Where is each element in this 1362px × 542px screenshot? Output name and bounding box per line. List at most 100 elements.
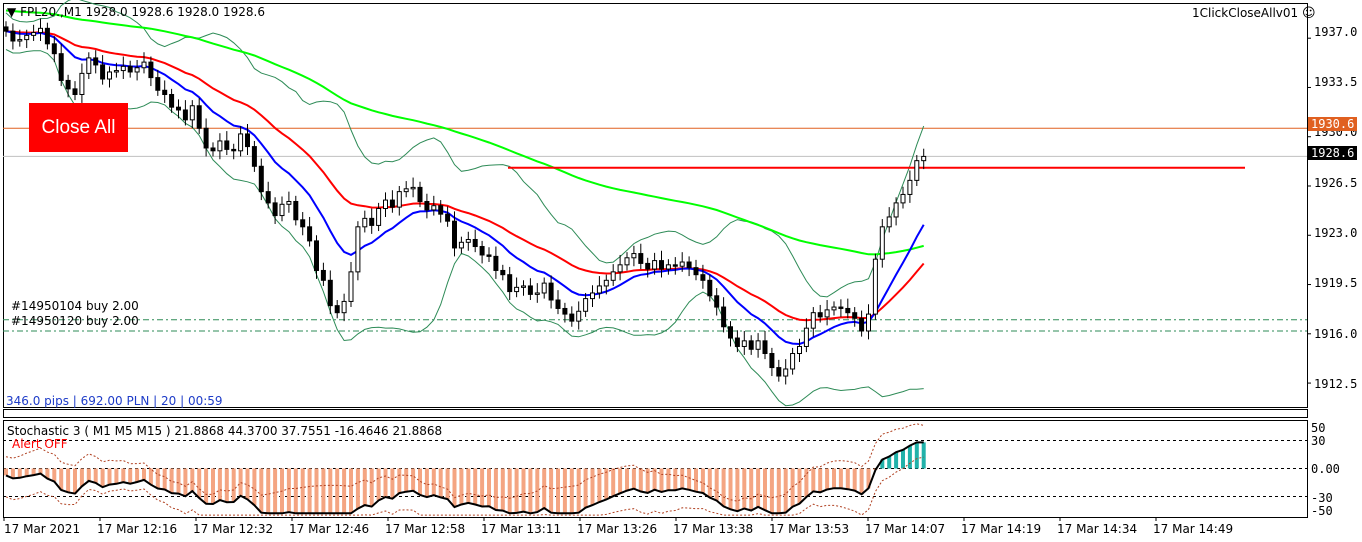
histogram-bar <box>431 468 436 496</box>
candle-body <box>203 127 209 149</box>
candle-body <box>693 267 699 276</box>
candle-body <box>831 306 837 311</box>
histogram-bar <box>714 468 719 501</box>
candle-body <box>645 262 651 270</box>
candle-body <box>231 148 237 152</box>
candle-body <box>279 203 285 217</box>
histogram-bar <box>625 468 629 491</box>
histogram-bar <box>286 468 291 513</box>
candle-body <box>707 279 713 297</box>
histogram-bar <box>73 468 77 494</box>
histogram-bar <box>459 468 464 505</box>
candle-body <box>3 26 9 32</box>
price-tick: 1919.5 <box>1314 276 1358 290</box>
histogram-bar <box>142 468 146 480</box>
candle-body <box>327 279 333 307</box>
histogram-bar <box>569 468 574 514</box>
histogram-bar <box>852 468 857 491</box>
indicator-tick: 50 <box>1311 421 1326 435</box>
candle-body <box>196 105 202 129</box>
close-all-button[interactable]: Close All <box>29 103 128 152</box>
candle-body <box>31 32 37 36</box>
time-tick: 17 Mar 12:32 <box>193 522 274 536</box>
candle-body <box>383 199 388 210</box>
histogram-bar <box>473 468 478 505</box>
time-tick: 17 Mar 12:58 <box>385 522 466 536</box>
time-tick: 17 Mar 14:19 <box>961 522 1042 536</box>
histogram-bar <box>707 468 712 498</box>
fast-ma-line <box>5 30 925 346</box>
candle-body <box>886 216 892 228</box>
candle-body <box>210 147 216 152</box>
candle-body <box>100 64 106 80</box>
histogram-bar <box>238 468 243 496</box>
price-tick: 1912.5 <box>1314 377 1358 391</box>
candle-body <box>583 298 589 312</box>
histogram-bar <box>86 468 91 481</box>
candle-body <box>141 61 147 69</box>
histogram-bar <box>735 468 740 512</box>
candle-body <box>514 286 520 293</box>
candle-body <box>741 340 747 347</box>
collapse-triangle-icon[interactable]: ▼ <box>7 5 17 19</box>
histogram-bar <box>349 468 353 514</box>
histogram-bar <box>776 468 781 514</box>
histogram-bar <box>404 468 409 492</box>
candle-body <box>189 105 195 121</box>
time-tick: 17 Mar 12:46 <box>289 522 370 536</box>
histogram-bar <box>38 468 43 474</box>
histogram-bar <box>528 468 533 514</box>
candle-body <box>65 79 71 90</box>
histogram-bar <box>314 468 319 514</box>
candle-body <box>638 253 644 264</box>
histogram-bar <box>300 468 305 514</box>
histogram-bar <box>666 468 671 491</box>
histogram-bar <box>217 468 222 501</box>
histogram-bar <box>266 468 271 514</box>
histogram-bar <box>859 468 864 495</box>
histogram-bar <box>31 468 36 476</box>
candle-body <box>265 191 271 204</box>
stochastic-m5-line <box>5 423 924 502</box>
candle-body <box>224 140 230 150</box>
histogram-bar <box>721 468 726 507</box>
candle-body <box>755 340 761 350</box>
smiley-icon: ☺ <box>1302 6 1316 21</box>
histogram-bar <box>273 468 278 514</box>
order-label-1[interactable]: #14950104 buy 2.00 <box>11 299 139 313</box>
time-tick: 17 Mar 14:34 <box>1057 522 1138 536</box>
candle-body <box>389 199 395 208</box>
candle-body <box>44 27 50 45</box>
candle-body <box>396 191 402 208</box>
histogram-bar <box>604 468 609 500</box>
histogram-bar <box>700 468 705 494</box>
candle-body <box>403 188 409 193</box>
order-label-2[interactable]: #14950120 buy 2.00 <box>11 314 139 328</box>
histogram-bar <box>763 468 767 511</box>
histogram-bar <box>321 468 326 514</box>
histogram-bar <box>742 468 747 509</box>
histogram-bar <box>162 468 167 490</box>
histogram-bar <box>362 468 367 506</box>
histogram-bar <box>293 468 298 514</box>
candle-body <box>596 285 602 294</box>
histogram-bar <box>542 468 547 509</box>
histogram-bar <box>825 468 830 490</box>
histogram-bar <box>694 468 698 492</box>
histogram-bar <box>480 468 485 507</box>
mid-ma-line <box>5 30 925 322</box>
histogram-bar <box>397 468 402 494</box>
histogram-bar <box>252 468 257 506</box>
candle-body <box>507 274 513 293</box>
histogram-bar <box>914 442 919 469</box>
histogram-bar <box>645 468 650 493</box>
candle-body <box>541 282 547 294</box>
candle-body <box>417 186 423 202</box>
histogram-bar <box>894 452 899 469</box>
histogram-bar <box>424 468 429 498</box>
histogram-bar <box>135 468 140 482</box>
candle-body <box>652 260 658 270</box>
candle-body <box>341 300 347 314</box>
histogram-bar <box>107 468 112 485</box>
